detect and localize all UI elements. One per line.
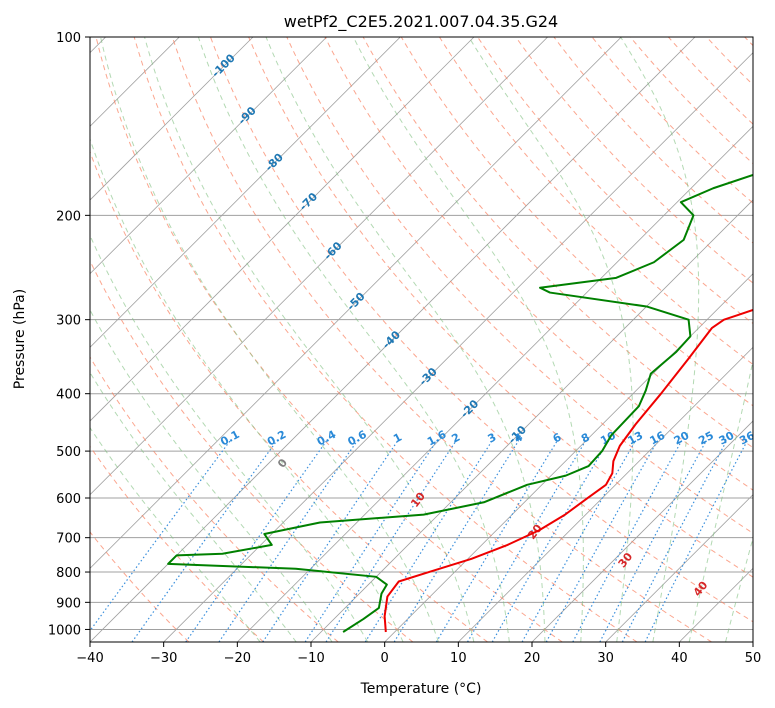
moist-adiabat-line (90, 137, 404, 642)
isotherm-line (163, 52, 753, 642)
moist-adiabat-line (100, 37, 439, 642)
moist-adiabat-line (144, 37, 475, 642)
mixing-ratio-line (393, 440, 520, 642)
isotherm-line (90, 37, 475, 422)
mixing-ratio-line (521, 440, 637, 642)
dry-adiabat-line (515, 37, 753, 284)
moist-adiabat-line (620, 37, 700, 642)
dry-adiabat-line (286, 37, 753, 534)
isotherm-line (237, 125, 753, 642)
dry-adiabat-line (90, 356, 339, 642)
isotherm-line (90, 37, 548, 496)
x-tick-label: 0 (381, 651, 389, 666)
dewpoint-profile-line (167, 173, 753, 633)
y-tick-label: 800 (56, 566, 81, 581)
y-tick-label: 1000 (48, 623, 81, 638)
y-tick-label: 200 (56, 209, 81, 224)
y-tick-label: 100 (56, 31, 81, 46)
isotherm-line (605, 494, 753, 642)
x-tick-label: 10 (450, 651, 467, 666)
y-tick-label: 300 (56, 314, 81, 329)
x-tick-label: 30 (597, 651, 614, 666)
moist-adiabat-line (265, 37, 546, 642)
mixing-ratio-line (644, 440, 748, 642)
x-tick-label: 50 (745, 651, 762, 666)
dry-adiabat-line (248, 37, 753, 578)
moist-adiabat-line (352, 37, 584, 642)
mixing-ratio-line (262, 440, 399, 642)
axes: −40 −30 −20 −10 0 10 20 30 40 50 100 200 300 400 500 60… (48, 31, 761, 666)
isotherm-line (90, 37, 696, 642)
mixing-ratio-line (435, 440, 558, 642)
isotherm-line (90, 37, 401, 348)
moist-adiabat-lines (90, 37, 753, 642)
isobar-lines (90, 37, 753, 630)
mixing-ratio-label: 13 (626, 429, 646, 448)
x-tick-label: −10 (297, 651, 324, 666)
x-tick-label: −30 (150, 651, 177, 666)
mixing-ratio-line (185, 440, 328, 642)
mixing-ratio-line (364, 440, 493, 642)
y-tick-label: 500 (56, 445, 81, 460)
temperature-profile-line (383, 308, 753, 633)
mixing-ratio-line (572, 440, 683, 642)
mixing-ratio-line (466, 440, 587, 642)
dry-adiabat-line (90, 150, 488, 642)
isotherm-line (90, 37, 327, 275)
x-tick-label: −40 (76, 651, 103, 666)
dry-adiabat-lines (90, 37, 753, 642)
moist-adiabat-line (90, 426, 261, 642)
mixing-ratio-label: 25 (696, 429, 716, 448)
mixing-ratio-line (218, 440, 358, 642)
mixing-ratio-label: 36 (737, 429, 757, 448)
profile-series (167, 173, 753, 633)
mixing-ratio-label: 20 (672, 429, 692, 448)
y-tick-label: 700 (56, 532, 81, 547)
x-tick-label: −20 (224, 651, 251, 666)
mixing-ratio-label: 30 (717, 429, 737, 448)
dry-adiabat-line (133, 37, 638, 642)
isotherm-lines (90, 37, 753, 642)
y-tick-label: 400 (56, 388, 81, 403)
y-tick-label: 600 (56, 492, 81, 507)
chart-title: wetPf2_C2E5.2021.007.04.35.G24 (284, 12, 558, 32)
dry-adiabat-line (439, 37, 753, 366)
dry-adiabat-line (90, 445, 264, 642)
x-tick-label: 20 (524, 651, 541, 666)
y-tick-label: 900 (56, 596, 81, 611)
isotherm-line (458, 346, 753, 642)
dry-adiabat-line (400, 37, 753, 407)
moist-adiabat-line (90, 371, 297, 642)
isotherm-line (90, 37, 254, 201)
y-axis-label: Pressure (hPa) (12, 289, 28, 389)
dry-adiabat-line (90, 531, 190, 642)
plot-frame (89, 36, 754, 643)
isotherm-line (90, 37, 622, 569)
mixing-ratio-line (131, 440, 278, 642)
x-axis-label: Temperature (°C) (360, 681, 482, 697)
moist-adiabat-line (90, 234, 369, 642)
mixing-ratio-line (90, 440, 231, 632)
mixing-ratio-line (304, 440, 438, 642)
mixing-ratio-line (325, 440, 457, 642)
dry-adiabat-line (95, 37, 563, 642)
isotherm-line (531, 420, 753, 642)
mixing-ratio-label: 16 (648, 429, 668, 448)
dry-adiabat-line (171, 37, 712, 642)
x-tick-label: 40 (671, 651, 688, 666)
mixing-ratio-lines (90, 440, 748, 642)
plot-area: -100-90-80-70-60-50-40-30-20-100.1 0.2 0.4… (90, 37, 757, 642)
mixing-ratio-line (545, 440, 659, 642)
dry-adiabat-line (210, 37, 753, 623)
dry-adiabat-line (90, 259, 414, 642)
